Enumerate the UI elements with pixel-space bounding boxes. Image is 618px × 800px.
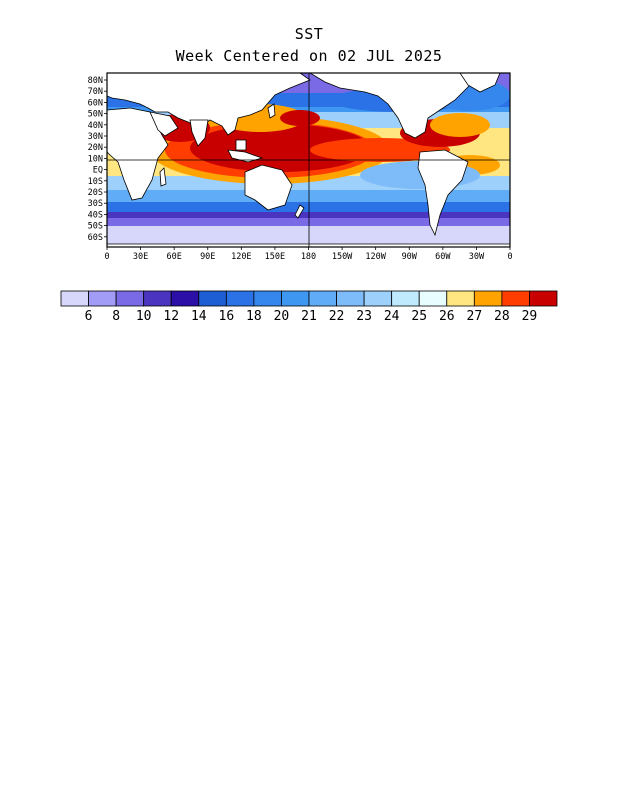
lat-label: 40S [88,210,103,220]
land-north-america [309,73,481,139]
lat-label: EQ [93,166,103,176]
lon-label: 120E [231,252,251,262]
colorbar-swatch [363,290,393,307]
lon-label: 60W [435,252,451,262]
lon-label: 60E [166,252,181,262]
colorbar-label: 14 [191,309,207,324]
land-japan [267,103,276,119]
colorbar-label: 23 [356,309,372,324]
colorbar-swatch [336,290,365,307]
map-subtitle: Week Centered on 02 JUL 2025 [175,47,443,65]
colorbar-label: 20 [274,309,290,324]
colorbar-labels: 6 8 10 12 14 16 18 20 21 22 23 24 25 26 27 28 29 [85,309,538,324]
lat-label: 80N [88,76,103,86]
colorbar-label: 25 [411,309,427,324]
lon-label: 150W [332,252,353,262]
lat-label: 70N [88,87,103,97]
land-greenland [459,73,501,93]
colorbar-label: 27 [467,309,483,324]
lon-label: 180 [301,252,316,262]
lon-label: 30W [469,252,485,262]
land-new-zealand [294,204,305,219]
lat-label: 10N [88,154,103,164]
lat-label: 50S [88,222,103,232]
lat-label: 30N [88,132,103,142]
colorbar-label: 8 [112,309,120,324]
lat-label: 20S [88,188,103,198]
colorbar-label: 29 [522,309,538,324]
colorbar-label: 16 [219,309,235,324]
lat-label: 60N [88,98,103,108]
colorbar-label: 10 [136,309,152,324]
colorbar-label: 21 [301,309,317,324]
colorbar-swatch [418,290,448,307]
colorbar-swatch [281,290,310,307]
colorbar-swatch [529,290,558,307]
colorbar-swatch [501,290,530,307]
land-arabia [149,111,179,137]
colorbar-swatch [446,290,475,307]
land-borneo [235,139,247,151]
colorbar-swatch [143,290,172,307]
land-india [189,119,209,147]
colorbar-swatch [253,290,282,307]
land-masses [107,73,510,247]
lon-label: 90E [200,252,215,262]
lon-label: 0 [104,252,109,262]
colorbar-label: 28 [494,309,510,324]
colorbar-label: 12 [163,309,179,324]
lat-label: 30S [88,199,103,209]
land-madagascar [159,167,167,187]
longitude-labels: 0 30E 60E 90E 120E 150E 180 150W 120W 90W 60W 30W 0 [104,247,513,262]
lon-label: 90W [402,252,418,262]
lon-label: 150E [265,252,285,262]
land-antarctica [107,243,510,247]
colorbar [60,290,558,307]
colorbar-swatch [225,290,255,307]
lat-label: 50N [88,110,103,120]
lat-label: 10S [88,177,103,187]
colorbar-swatch [391,290,420,307]
lat-label: 20N [88,143,103,153]
colorbar-label: 26 [439,309,455,324]
colorbar-swatch [115,290,145,307]
lat-label: 40N [88,121,103,131]
colorbar-swatch [170,290,200,307]
colorbar-label: 18 [246,309,262,324]
land-eurasia [107,73,311,136]
colorbar-swatch [198,290,227,307]
colorbar-swatch [60,290,89,307]
lon-label: 0 [507,252,512,262]
colorbar-label: 24 [384,309,400,324]
colorbar-swatch [88,290,117,307]
land-australia [244,164,293,211]
colorbar-swatch [308,290,337,307]
colorbar-swatch [473,290,503,307]
lat-label: 60S [88,233,103,243]
colorbar-label: 22 [329,309,345,324]
colorbar-label: 6 [85,309,93,324]
lon-label: 120W [365,252,386,262]
map-title: SST [294,25,324,43]
lon-label: 30E [133,252,148,262]
